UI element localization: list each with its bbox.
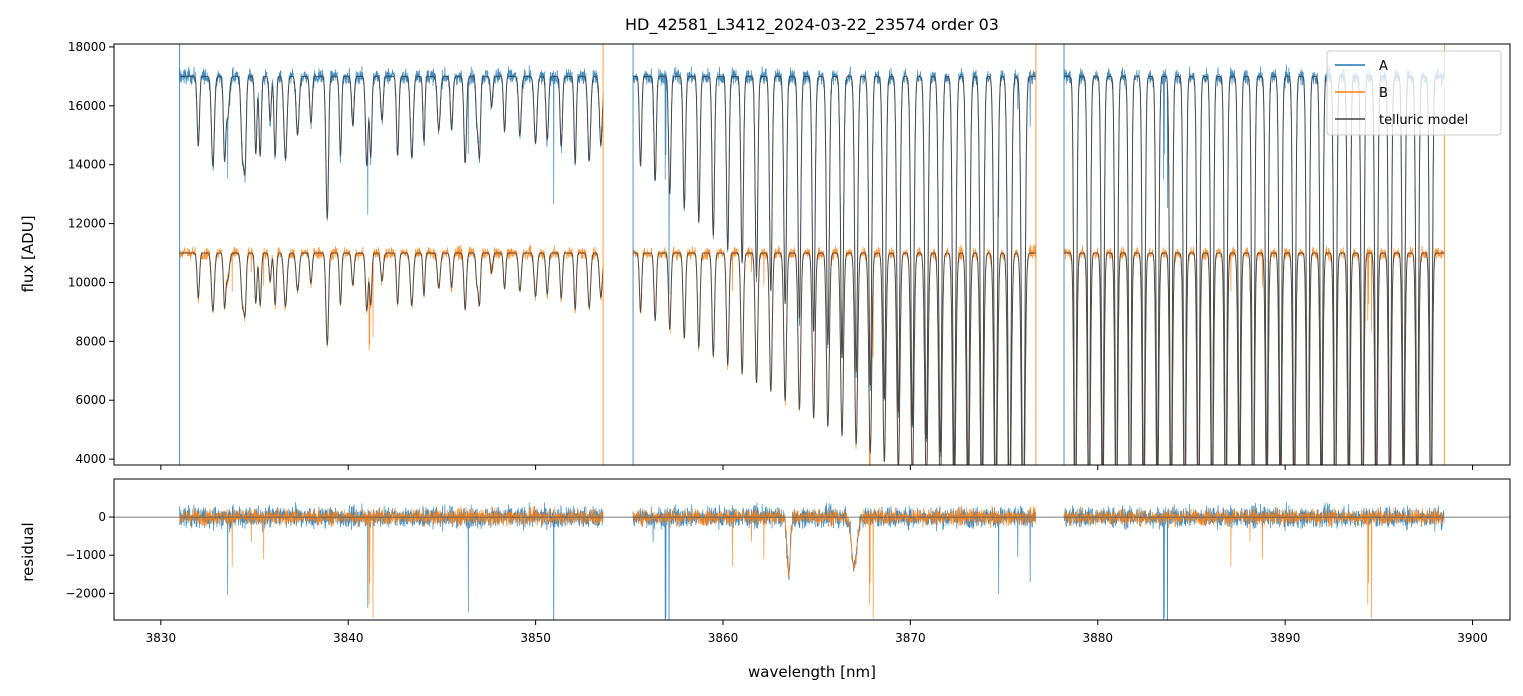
flux-y-tick-label: 6000 [75, 393, 106, 407]
flux-x-ticks [160, 465, 1474, 470]
residual-series-group [114, 502, 1510, 620]
residual-plot-frame [113, 478, 1511, 621]
residual-x-tick-label: 3830 [146, 631, 177, 645]
residual-y-tick-label: 0 [98, 510, 106, 524]
residual-x-tick-label: 3890 [1270, 631, 1301, 645]
telluric-model-b-segment-1 [633, 252, 1036, 465]
legend-box [1326, 50, 1502, 136]
flux-y-tick-label: 14000 [68, 158, 106, 172]
residual-x-tick-label: 3900 [1457, 631, 1488, 645]
residual-x-tick-label: 3840 [333, 631, 364, 645]
telluric-model-a-segment-1 [633, 75, 1036, 465]
chart-title: HD_42581_L3412_2024-03-22_23574 order 03 [625, 15, 999, 35]
telluric-model-b-segment-2 [1064, 252, 1445, 465]
legend: A B telluric model [1326, 50, 1502, 136]
residual-y-ticks: −2000 −1000 0 [65, 510, 114, 600]
flux-y-tick-label: 16000 [68, 99, 106, 113]
flux-y-tick-label: 10000 [68, 275, 106, 289]
flux-plot-frame [113, 43, 1511, 466]
flux-y-tick-label: 12000 [68, 217, 106, 231]
residual-y-axis-label: residual [19, 522, 37, 581]
telluric-model-b-segment-0 [179, 252, 604, 346]
x-axis-label: wavelength [nm] [748, 663, 876, 681]
residual-series-b-segment-0 [179, 505, 604, 618]
legend-label-telluric: telluric model [1379, 113, 1468, 128]
residual-series-b-segment-2 [1063, 507, 1445, 618]
flux-series-group [179, 44, 1445, 465]
legend-label-a: A [1379, 59, 1388, 74]
residual-x-tick-label: 3850 [520, 631, 551, 645]
legend-label-b: B [1379, 86, 1388, 101]
flux-y-ticks: 4000 6000 8000 10000 12000 14000 16000 18000 [68, 40, 114, 466]
residual-y-tick-label: −2000 [65, 586, 106, 600]
telluric-model-a-segment-0 [179, 75, 604, 219]
residual-x-tick-label: 3880 [1082, 631, 1113, 645]
residual-x-tick-label: 3870 [895, 631, 926, 645]
residual-series-b-segment-1 [632, 505, 1037, 618]
flux-y-tick-label: 8000 [75, 334, 106, 348]
residual-y-tick-label: −1000 [65, 548, 106, 562]
residual-panel: −2000 −1000 0 3830 3840 3850 3860 3870 3880 3890… [19, 478, 1511, 681]
flux-y-axis-label: flux [ADU] [19, 215, 37, 292]
residual-x-ticks: 3830 3840 3850 3860 3870 3880 3890 3900 [146, 620, 1488, 645]
flux-y-tick-label: 18000 [68, 40, 106, 54]
residual-x-tick-label: 3860 [708, 631, 739, 645]
flux-y-tick-label: 4000 [75, 452, 106, 466]
flux-panel: 4000 6000 8000 10000 12000 14000 16000 18000 fl… [19, 40, 1511, 470]
